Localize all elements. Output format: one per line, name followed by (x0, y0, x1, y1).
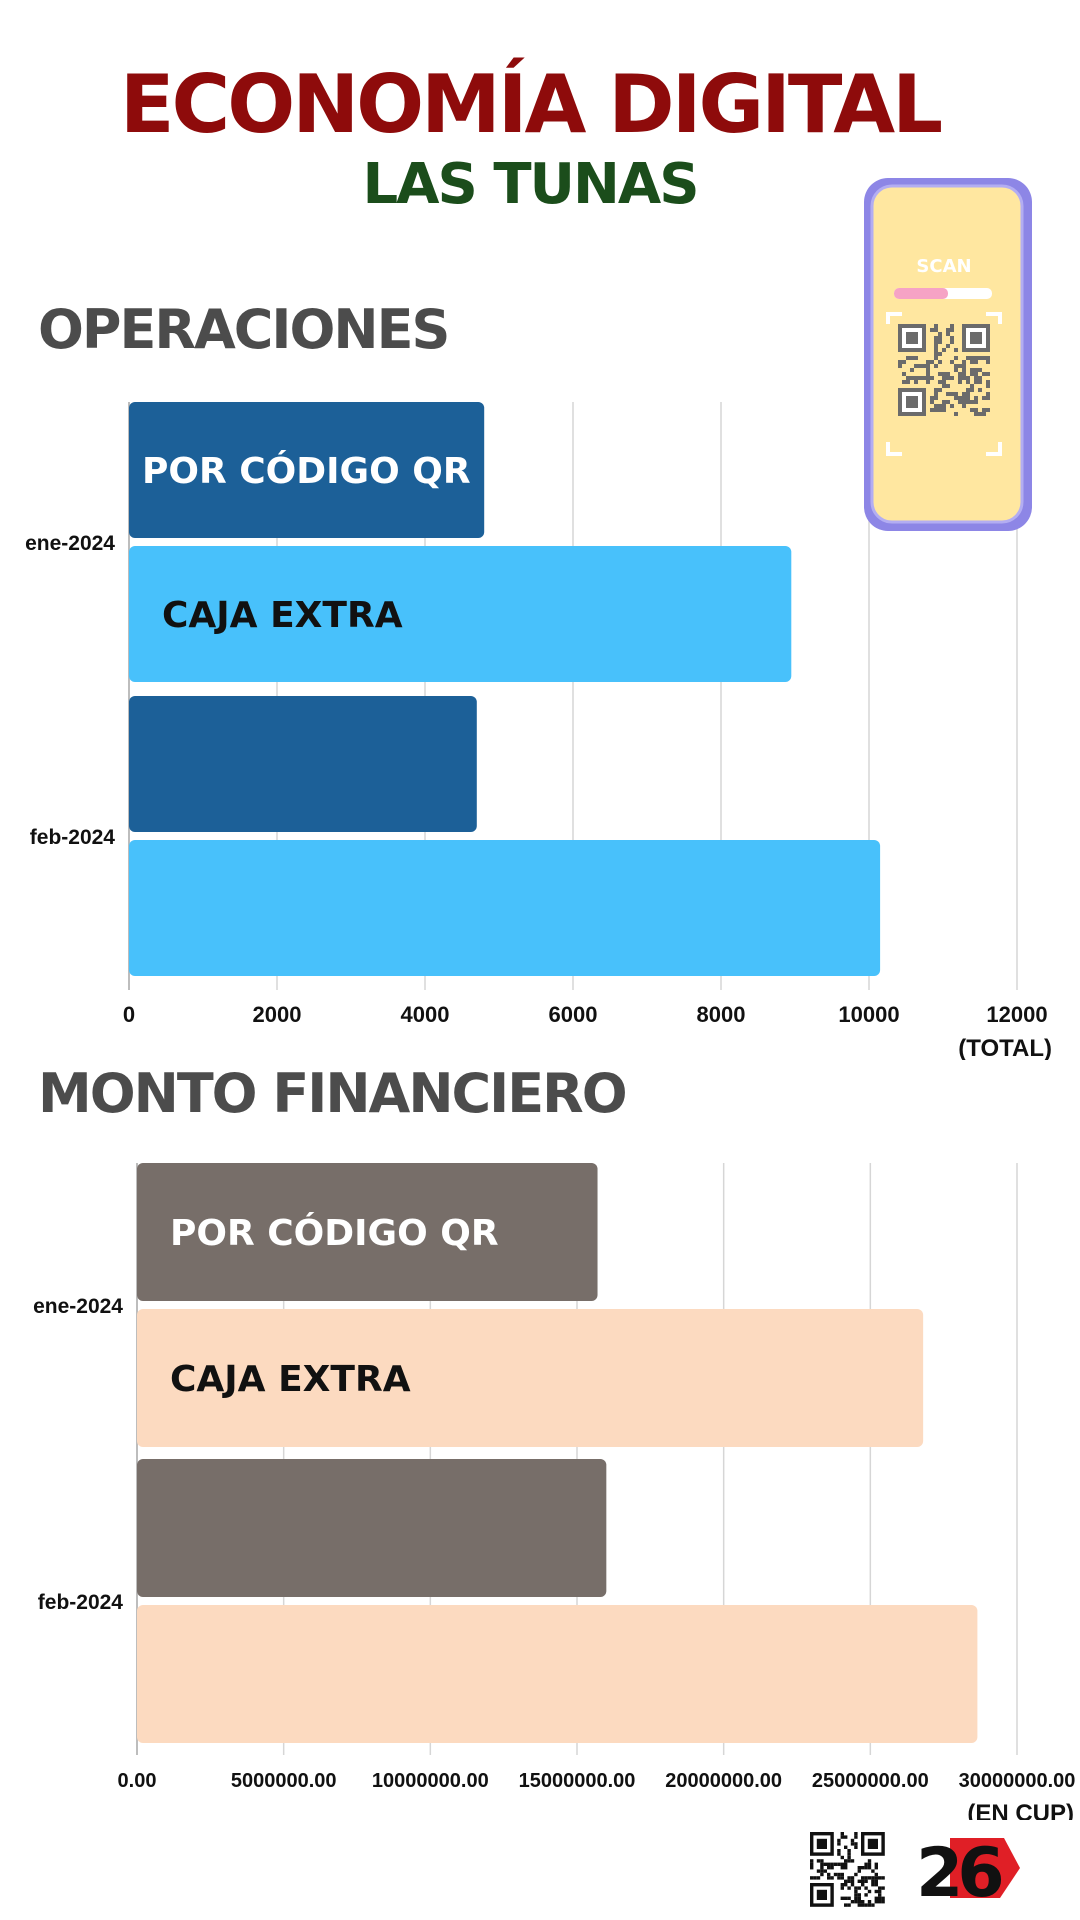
qr-code-icon (898, 324, 990, 416)
x-unit-label: (TOTAL) (958, 1035, 1052, 1060)
scan-frame-corners (886, 312, 1002, 456)
x-tick-label: 30000000.00 (959, 1770, 1076, 1792)
category-label: feb-2024 (38, 1591, 124, 1614)
x-tick-label: 5000000.00 (231, 1770, 337, 1792)
x-tick-label: 12000 (986, 1002, 1047, 1027)
channel-26-logo: 26 (916, 1834, 1020, 1905)
x-tick-label: 25000000.00 (812, 1770, 929, 1792)
x-tick-label: 4000 (401, 1002, 450, 1027)
x-tick-label: 10000 (838, 1002, 899, 1027)
x-tick-label: 0.00 (118, 1770, 157, 1792)
phone-qr-scan-illustration: SCAN (864, 178, 1032, 531)
x-tick-label: 0 (123, 1002, 135, 1027)
category-label: ene-2024 (33, 1295, 123, 1318)
bar (129, 402, 485, 538)
x-tick-label: 2000 (253, 1002, 302, 1027)
x-tick-label: 10000000.00 (372, 1770, 489, 1792)
bar (137, 1309, 924, 1447)
series-label: CAJA EXTRA (162, 595, 403, 636)
series-label: POR CÓDIGO QR (170, 1212, 499, 1254)
bar (129, 840, 881, 976)
category-label: feb-2024 (30, 826, 116, 849)
bar (129, 546, 792, 682)
page-title: ECONOMÍA DIGITAL (119, 58, 943, 151)
logo-text: 26 (916, 1834, 1001, 1905)
series-label: POR CÓDIGO QR (142, 450, 471, 492)
scan-progress-fill (894, 288, 948, 299)
amount-section-title: MONTO FINANCIERO (38, 1062, 628, 1125)
category-label: ene-2024 (25, 532, 115, 555)
page-subtitle: LAS TUNAS (362, 152, 699, 217)
x-unit-label: (EN CUP) (967, 1800, 1074, 1820)
phone-screen (872, 186, 1022, 522)
bar (137, 1605, 978, 1743)
amount-chart: 0.00 5000000.00 10000000.00 15000000.00 2000… (33, 1163, 1076, 1820)
bar (129, 696, 477, 832)
operations-chart: 0 2000 4000 6000 8000 10000 12000 (TOTAL) ene-20… (25, 402, 1052, 1060)
operations-section-title: OPERACIONES (38, 298, 450, 361)
x-tick-label: 8000 (697, 1002, 746, 1027)
x-tick-label: 15000000.00 (519, 1770, 636, 1792)
bar (137, 1163, 598, 1301)
x-tick-label: 20000000.00 (665, 1770, 782, 1792)
qr-code-icon (808, 1830, 888, 1910)
x-tick-label: 6000 (549, 1002, 598, 1027)
series-label: CAJA EXTRA (170, 1359, 411, 1400)
scan-label: SCAN (916, 256, 971, 277)
bar (137, 1459, 607, 1597)
